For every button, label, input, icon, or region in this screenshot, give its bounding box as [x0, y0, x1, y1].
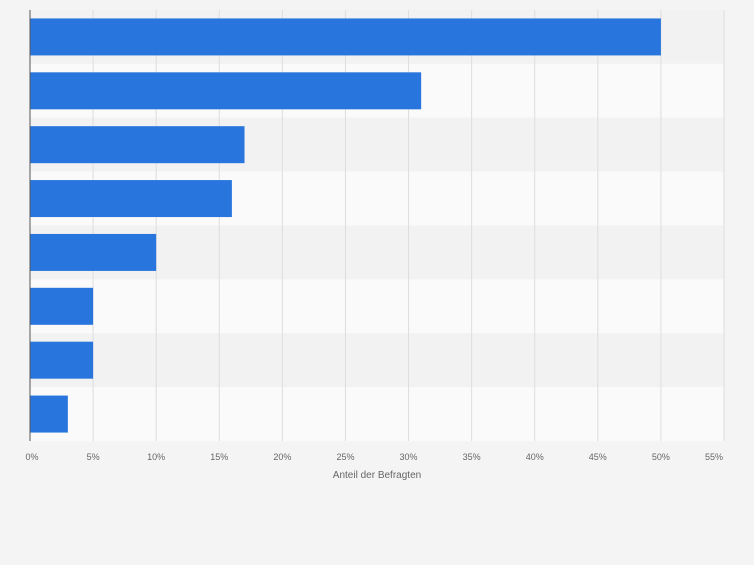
x-tick-label: 55% — [705, 452, 723, 462]
x-axis-label: Anteil der Befragten — [333, 470, 421, 481]
x-tick-label: 25% — [336, 452, 354, 462]
bar[interactable] — [30, 180, 232, 218]
bar[interactable] — [30, 126, 245, 164]
bar[interactable] — [30, 233, 157, 271]
x-tick-label: 40% — [526, 452, 544, 462]
bar[interactable] — [30, 72, 422, 110]
bar[interactable] — [30, 341, 94, 379]
x-tick-label: 5% — [87, 452, 100, 462]
row-band — [30, 279, 724, 334]
row-band — [30, 387, 724, 441]
bar[interactable] — [30, 287, 94, 325]
x-tick-label: 10% — [147, 452, 165, 462]
bar[interactable] — [30, 18, 661, 56]
x-tick-label: 45% — [589, 452, 607, 462]
x-tick-label: 50% — [652, 452, 670, 462]
x-tick-label: 35% — [463, 452, 481, 462]
x-tick-label: 20% — [273, 452, 291, 462]
x-tick-labels: 0% 5% 10% 15% 20% 25% 30% 35% 40% 45% 50% 55% — [25, 452, 723, 462]
row-band — [30, 333, 724, 388]
x-tick-label: 15% — [210, 452, 228, 462]
bars — [30, 18, 661, 433]
bar[interactable] — [30, 395, 68, 433]
x-tick-label: 30% — [400, 452, 418, 462]
x-tick-label: 0% — [25, 452, 38, 462]
